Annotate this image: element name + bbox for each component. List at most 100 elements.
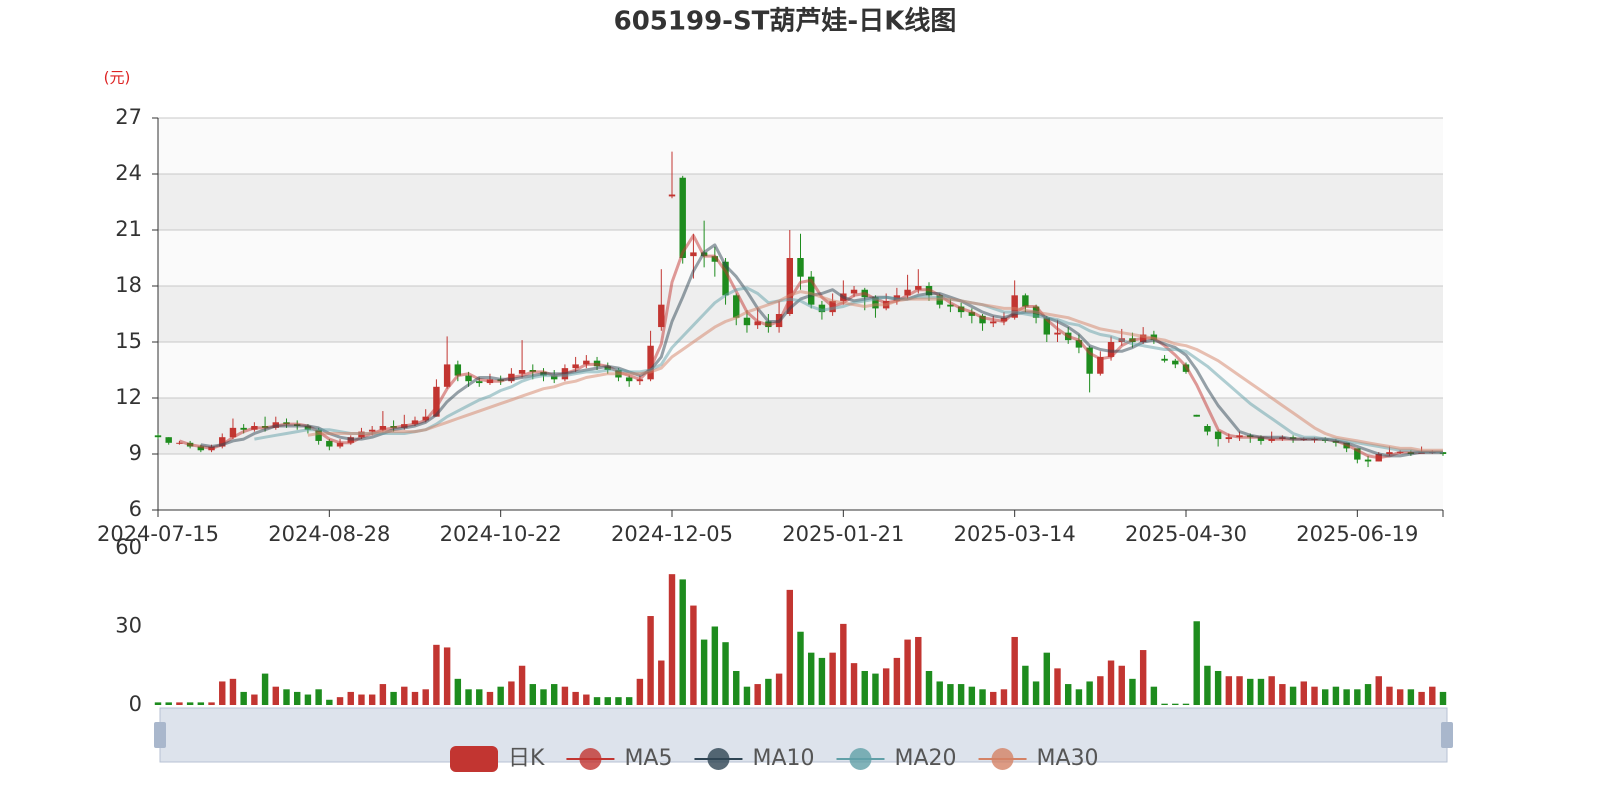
legend-label: 日K [508, 746, 545, 771]
volume-bar [668, 574, 676, 705]
volume-bar [583, 694, 590, 705]
candle-body [443, 364, 451, 387]
y-tick-label: 6 [129, 497, 142, 521]
candle-body [165, 437, 172, 443]
volume-bar [154, 702, 162, 705]
volume-bar [293, 691, 301, 705]
x-tick-label: 2024-10-22 [440, 522, 562, 546]
candle-body [1364, 459, 1372, 462]
x-tick-label: 2025-04-30 [1125, 522, 1247, 546]
volume-bar [443, 647, 451, 705]
volume-bar [647, 616, 654, 705]
volume-bar [304, 694, 312, 705]
volume-bar [604, 697, 611, 705]
volume-bar [368, 694, 376, 705]
volume-bar [390, 691, 397, 705]
volume-bar [636, 678, 644, 705]
volume-bar [165, 702, 172, 705]
volume-bar [422, 689, 429, 705]
ma-line [178, 234, 1443, 460]
zoom-handle-left[interactable] [154, 722, 166, 748]
ma-line [200, 243, 1443, 458]
volume-bar [572, 691, 579, 705]
volume-tick-label: 0 [129, 692, 142, 716]
volume-bar [625, 697, 633, 705]
candle-body [433, 386, 440, 417]
volume-bar [540, 689, 547, 705]
volume-bar [765, 678, 772, 705]
grid-band [158, 174, 1443, 230]
volume-bar [679, 579, 686, 705]
zoom-slider[interactable] [159, 707, 1448, 763]
volume-bar [893, 657, 901, 705]
volume-bar [786, 589, 794, 705]
legend-icon [991, 748, 1014, 770]
grid-band [158, 342, 1443, 398]
candle-body [336, 442, 344, 447]
volume-bar [775, 673, 783, 705]
volume-bar [840, 623, 847, 705]
volume-bar [240, 691, 247, 705]
candle-body [733, 295, 740, 318]
volume-bar [1161, 703, 1168, 705]
candle-body [711, 256, 719, 262]
volume-bar [1064, 684, 1072, 705]
volume-bar [1225, 676, 1233, 705]
candle-body [1172, 360, 1179, 365]
candle-body [1043, 317, 1051, 335]
candle-body [807, 276, 815, 305]
plot-layer: 6 9 12 15 18 21 24 27 2024-07-15 2024-08-28 2024-1… [97, 105, 1447, 716]
volume-bar [454, 678, 462, 705]
y-tick-label: 12 [115, 385, 142, 409]
grid-band [158, 398, 1443, 454]
volume-bar [1022, 665, 1029, 705]
volume-bar [1429, 686, 1436, 705]
candle-body [754, 321, 761, 326]
legend-label: MA20 [895, 746, 957, 771]
candle-body [197, 446, 205, 451]
candle-body [915, 286, 922, 290]
volume-bar [518, 665, 526, 705]
volume-bar [465, 689, 472, 705]
candle-body [1107, 342, 1115, 357]
volume-bar [872, 673, 879, 705]
candle-body [625, 377, 633, 382]
volume-bar [1204, 665, 1211, 705]
volume-bar [990, 691, 997, 705]
grid-band [158, 454, 1443, 510]
volume-bar [1172, 703, 1179, 705]
volume-bar [957, 684, 965, 705]
candle-body [1054, 332, 1061, 335]
volume-bar [722, 642, 729, 705]
volume-bar [925, 670, 933, 705]
candle-body [1086, 347, 1093, 374]
candle-body [647, 345, 654, 380]
volume-bar [1289, 686, 1297, 705]
y-tick-label: 9 [129, 441, 142, 465]
candle-body [979, 315, 986, 324]
volume-bar [411, 691, 419, 705]
volume-bar [336, 697, 344, 705]
volume-bar [882, 668, 890, 705]
candle-body [454, 364, 462, 376]
volume-bar [476, 689, 483, 705]
candle-body [476, 381, 483, 384]
volume-bar [1386, 686, 1393, 705]
volume-bar [261, 673, 269, 705]
volume-bar [1054, 668, 1061, 705]
volume-bar [1086, 681, 1093, 705]
volume-bar [347, 691, 354, 705]
grid-band [158, 286, 1443, 342]
volume-bar [1214, 670, 1222, 705]
volume-bar [1311, 686, 1318, 705]
candle-body [818, 304, 826, 313]
volume-bar [1000, 689, 1008, 705]
candle-body [990, 321, 997, 324]
volume-bar [379, 684, 387, 705]
legend-icon [579, 748, 602, 770]
candle-body [1354, 448, 1361, 460]
zoom-handle-right[interactable] [1441, 722, 1453, 748]
candle-body [872, 297, 879, 309]
x-tick-label: 2024-07-15 [97, 522, 219, 546]
